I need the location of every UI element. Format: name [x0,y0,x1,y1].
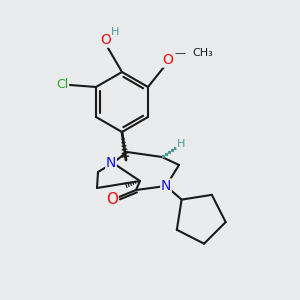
Text: N: N [161,179,171,193]
Text: O: O [163,53,173,67]
Text: —: — [174,48,185,58]
Text: CH₃: CH₃ [192,48,213,58]
Text: O: O [100,33,111,47]
Text: Cl: Cl [56,79,68,92]
Text: O: O [106,191,118,206]
Text: N: N [106,156,116,170]
Text: H: H [111,27,119,37]
Text: H: H [177,139,185,149]
